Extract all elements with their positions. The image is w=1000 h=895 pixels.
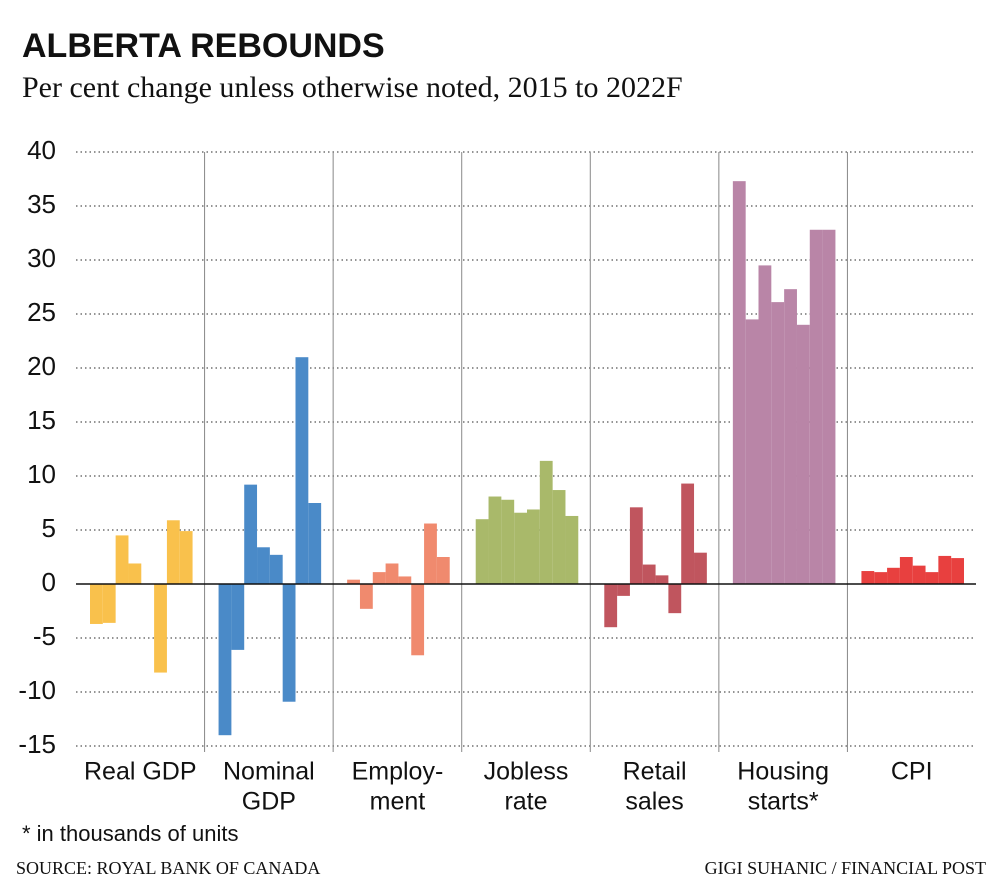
bar — [758, 265, 772, 584]
y-tick-label: 5 — [42, 513, 56, 543]
x-tick-label: CPI — [891, 758, 933, 786]
bar — [784, 289, 797, 584]
x-tick-label: rate — [504, 788, 547, 816]
bar — [938, 555, 952, 584]
y-tick-label: 25 — [27, 297, 56, 327]
y-tick-label: 35 — [27, 189, 56, 219]
bar — [899, 557, 913, 584]
note: * in thousands of units — [22, 821, 238, 846]
x-tick-label: GDP — [242, 788, 296, 816]
bar — [436, 557, 450, 584]
x-tick-label: starts* — [748, 788, 819, 816]
x-tick-label: Employ- — [352, 758, 444, 786]
x-tick-label: sales — [625, 788, 683, 816]
x-tick-label: Jobless — [484, 758, 569, 786]
x-tick-label: Nominal — [223, 758, 315, 786]
bar — [128, 563, 142, 584]
bar — [244, 484, 258, 584]
bar — [475, 519, 489, 584]
bar — [282, 584, 296, 702]
bar — [218, 584, 232, 736]
bar — [745, 319, 759, 584]
bar — [604, 584, 618, 628]
y-tick-label: -15 — [18, 729, 56, 759]
bar — [681, 483, 695, 584]
y-tick-label: 10 — [27, 459, 56, 489]
y-tick-label: 40 — [27, 135, 56, 165]
bar — [655, 575, 669, 584]
bar — [115, 535, 129, 584]
bar — [925, 572, 939, 584]
bar — [90, 584, 103, 624]
bar — [874, 572, 888, 584]
bar — [501, 499, 515, 584]
y-tick-label: 0 — [42, 567, 56, 597]
bar — [565, 515, 579, 584]
bar — [912, 565, 926, 584]
bar — [539, 460, 553, 584]
bar — [796, 324, 810, 584]
bar — [822, 229, 836, 584]
bar — [154, 584, 167, 673]
bar — [668, 584, 682, 614]
bar — [617, 584, 630, 596]
bar — [951, 558, 964, 584]
chart-subtitle: Per cent change unless otherwise noted, … — [22, 71, 683, 104]
bar — [231, 584, 245, 650]
bar — [269, 554, 283, 584]
bar — [887, 567, 900, 584]
bar — [398, 576, 412, 584]
bar — [359, 584, 373, 609]
bar — [257, 547, 270, 584]
bar — [372, 572, 386, 584]
y-tick-label: -10 — [18, 675, 56, 705]
bar — [488, 496, 502, 584]
y-tick-label: 15 — [27, 405, 56, 435]
bar — [771, 302, 785, 584]
bar — [308, 503, 322, 584]
bar — [809, 229, 823, 584]
bar — [514, 512, 527, 584]
bar — [694, 552, 707, 584]
bar — [166, 520, 180, 584]
bar — [295, 357, 309, 584]
bar — [411, 584, 425, 656]
x-tick-label: ment — [370, 788, 426, 816]
bar — [732, 181, 746, 584]
bar — [102, 584, 116, 623]
y-tick-label: -5 — [33, 621, 56, 651]
x-tick-label: Housing — [737, 758, 829, 786]
y-tick-label: 30 — [27, 243, 56, 273]
source: SOURCE: ROYAL BANK OF CANADA — [16, 858, 320, 878]
bar — [642, 564, 656, 584]
bar — [552, 490, 566, 584]
bar — [424, 523, 437, 584]
bar — [385, 563, 399, 584]
credit: GIGI SUHANIC / FINANCIAL POST — [705, 858, 986, 878]
x-tick-label: Retail — [623, 758, 687, 786]
bar — [861, 571, 875, 584]
bar — [527, 509, 540, 584]
bar — [629, 507, 643, 584]
bar — [347, 579, 360, 584]
x-tick-label: Real GDP — [84, 758, 197, 786]
y-tick-label: 20 — [27, 351, 56, 381]
chart-title: ALBERTA REBOUNDS — [22, 27, 385, 65]
bar — [179, 531, 193, 584]
